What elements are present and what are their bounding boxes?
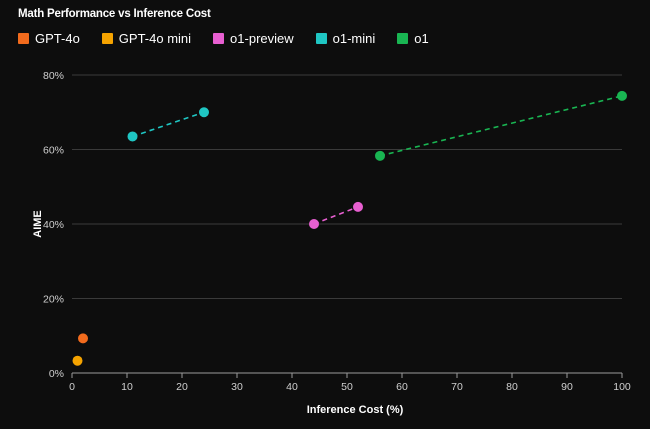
legend: GPT-4o GPT-4o mini o1-preview o1-mini o1	[18, 31, 451, 46]
y-tick-label: 20%	[43, 294, 64, 306]
series-line-o1-mini	[132, 111, 205, 138]
legend-label-o1: o1	[414, 31, 429, 46]
x-axis-label: Inference Cost (%)	[307, 404, 404, 416]
legend-swatch-o1	[397, 33, 409, 44]
data-point-o1-mini	[127, 131, 138, 142]
x-tick-label: 20	[176, 381, 188, 393]
x-tick-label: 70	[451, 381, 463, 393]
y-tick-label: 0%	[49, 368, 64, 380]
legend-item-gpt-4o-mini: GPT-4o mini	[101, 31, 192, 46]
x-tick-label: 100	[613, 381, 631, 393]
data-point-o1-mini	[199, 107, 209, 118]
x-tick-label: 0	[69, 381, 75, 393]
x-tick-label: 80	[506, 381, 518, 393]
x-tick-label: 10	[121, 381, 133, 393]
y-tick-label: 60%	[43, 145, 64, 157]
legend-swatch-o1-mini	[315, 33, 327, 44]
legend-label-o1-preview: o1-preview	[230, 31, 294, 46]
legend-label-gpt-4o-mini: GPT-4o mini	[118, 31, 192, 46]
x-tick-label: 60	[396, 381, 408, 393]
legend-item-o1-mini: o1-mini	[315, 31, 376, 46]
chart-title: Math Performance vs Inference Cost	[18, 8, 211, 20]
x-tick-label: 50	[341, 381, 353, 393]
y-tick-label: 80%	[43, 70, 64, 82]
legend-item-gpt-4o: GPT-4o	[18, 31, 80, 46]
legend-label-gpt-4o: GPT-4o	[35, 31, 80, 46]
data-point-o1-preview	[309, 219, 319, 229]
data-point-o1	[375, 150, 385, 161]
y-tick-label: 40%	[43, 219, 64, 231]
series-line-o1	[379, 95, 623, 157]
data-point-gpt-4o	[78, 333, 88, 344]
legend-swatch-o1-preview	[213, 33, 225, 44]
data-point-gpt-4o-mini	[72, 355, 83, 366]
legend-swatch-gpt-4o	[18, 33, 29, 44]
legend-item-o1: o1	[397, 31, 429, 46]
x-tick-label: 90	[561, 381, 573, 393]
legend-swatch-gpt-4o-mini	[101, 33, 113, 44]
legend-item-o1-preview: o1-preview	[213, 31, 294, 46]
x-tick-label: 30	[231, 381, 243, 393]
y-axis-label: AIME	[32, 210, 44, 238]
x-tick-label: 40	[286, 381, 298, 393]
data-point-o1-preview	[353, 201, 363, 212]
series-line-o1-preview	[313, 206, 359, 225]
legend-label-o1-mini: o1-mini	[332, 31, 376, 46]
data-point-o1	[617, 90, 627, 101]
